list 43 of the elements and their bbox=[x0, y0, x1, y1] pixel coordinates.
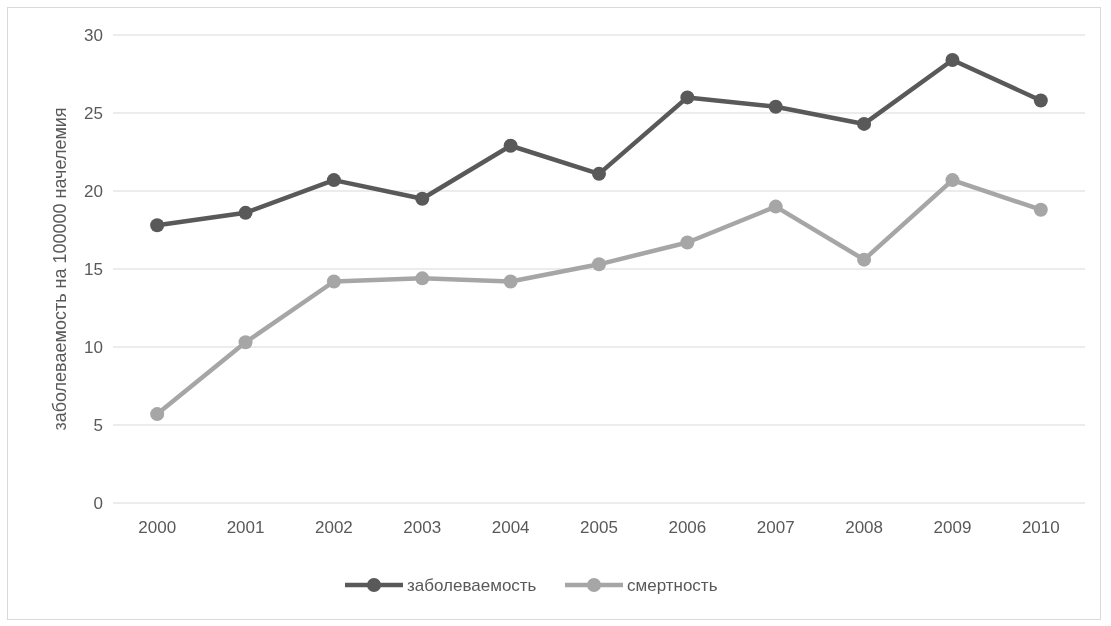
x-tick-label: 2007 bbox=[756, 518, 795, 537]
y-tick-label: 10 bbox=[84, 337, 103, 357]
y-tick-label: 15 bbox=[84, 259, 103, 279]
point bbox=[415, 271, 430, 286]
y-axis-title: заболеваемость на 100000 начелемия bbox=[50, 107, 70, 431]
y-tick-label: 25 bbox=[84, 103, 103, 123]
x-tick-label: 2002 bbox=[315, 518, 353, 537]
y-tick-label: 30 bbox=[84, 25, 103, 45]
point bbox=[857, 252, 872, 267]
point bbox=[415, 191, 430, 206]
x-tick-label: 2005 bbox=[580, 518, 618, 537]
x-tick-label: 2009 bbox=[933, 518, 972, 537]
point bbox=[1033, 202, 1048, 217]
point bbox=[680, 235, 695, 250]
y-tick-label: 0 bbox=[93, 493, 103, 513]
point bbox=[238, 205, 253, 220]
point bbox=[150, 407, 165, 422]
point bbox=[768, 99, 783, 114]
point bbox=[945, 52, 960, 67]
point bbox=[503, 138, 518, 153]
legend-label: заболеваемость bbox=[407, 575, 537, 595]
point bbox=[1033, 93, 1048, 108]
y-tick-label: 20 bbox=[84, 181, 103, 201]
point bbox=[857, 116, 872, 131]
x-tick-label: 2008 bbox=[845, 518, 883, 537]
point bbox=[503, 274, 518, 289]
legend-label: смертность bbox=[627, 575, 718, 595]
point bbox=[592, 166, 606, 181]
x-tick-label: 2004 bbox=[491, 518, 530, 537]
x-tick-label: 2006 bbox=[668, 518, 707, 537]
x-tick-label: 2003 bbox=[403, 518, 442, 537]
point bbox=[326, 274, 341, 289]
y-tick-label: 5 bbox=[93, 415, 103, 435]
point bbox=[945, 173, 960, 188]
point bbox=[326, 173, 341, 188]
point bbox=[238, 335, 253, 350]
point bbox=[592, 257, 606, 272]
point bbox=[680, 90, 695, 105]
x-tick-label: 2000 bbox=[138, 518, 177, 537]
x-tick-label: 2001 bbox=[226, 518, 265, 537]
point bbox=[150, 218, 165, 233]
point bbox=[768, 199, 783, 214]
x-tick-label: 2010 bbox=[1021, 518, 1060, 537]
